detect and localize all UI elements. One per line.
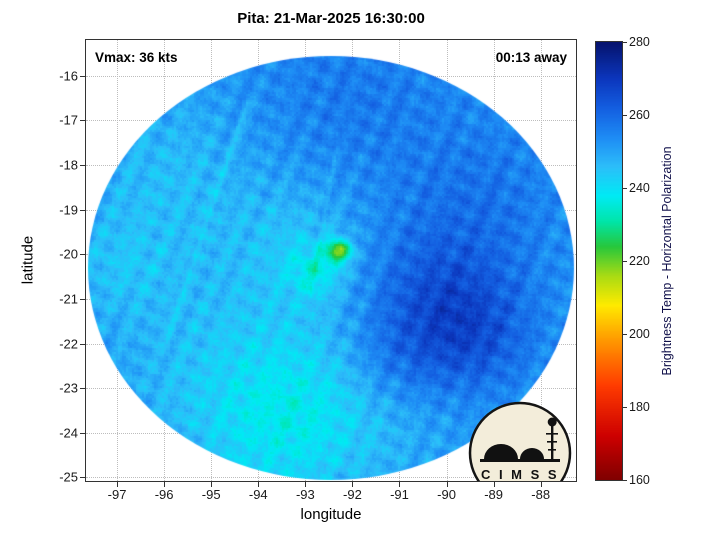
cimss-logo: C I M S S (468, 401, 572, 482)
radome-dome-icon (484, 444, 518, 459)
y-tick-label: -25 (59, 469, 78, 485)
colorbar-tick-mark (623, 188, 627, 189)
y-tick-mark (80, 388, 85, 390)
colorbar-tick-mark (623, 407, 627, 408)
colorbar-tick-label: 180 (629, 400, 650, 414)
y-tick-label: -19 (59, 202, 78, 218)
colorbar-tick-label: 160 (629, 473, 650, 487)
plot-title: Pita: 21-Mar-2025 16:30:00 (237, 10, 425, 27)
x-tick-mark (164, 482, 166, 487)
y-tick-label: -17 (59, 112, 78, 128)
tower-crossarm (547, 441, 557, 443)
y-tick-label: -20 (59, 246, 78, 262)
cimss-logo-graphic: C I M S S (468, 401, 572, 482)
x-tick-label: -90 (437, 487, 456, 502)
x-tick-mark (117, 482, 119, 487)
x-tick-mark (352, 482, 354, 487)
y-tick-mark (80, 477, 85, 479)
colorbar-tick-mark (623, 115, 627, 116)
y-tick-mark (80, 298, 85, 300)
x-tick-label: -93 (295, 487, 315, 502)
y-tick-mark (80, 164, 85, 166)
colorbar-tick-mark (623, 261, 627, 262)
x-tick-label: -89 (484, 487, 504, 502)
x-tick-label: -96 (154, 487, 174, 502)
y-tick-label: -23 (59, 380, 78, 396)
colorbar-tick-label: 240 (629, 181, 650, 195)
y-tick-label: -16 (59, 68, 78, 84)
x-tick-label: -95 (201, 487, 221, 502)
y-tick-mark (80, 75, 85, 77)
tower-dish-icon (547, 417, 557, 427)
x-tick-label: -91 (390, 487, 409, 502)
y-tick-mark (80, 120, 85, 122)
x-tick-label: -92 (343, 487, 362, 502)
colorbar-label: Brightness Temp - Horizontal Polarizatio… (660, 146, 674, 376)
plot-area: Vmax: 36 kts 00:13 away C I M S S (85, 39, 577, 482)
y-tick-mark (80, 432, 85, 434)
y-tick-label: -18 (59, 157, 78, 173)
satellite-swath-canvas (86, 40, 576, 481)
tower-crossarm (546, 433, 558, 435)
colorbar-tick-mark (623, 480, 627, 481)
colorbar-tick-mark (623, 334, 627, 335)
x-tick-label: -88 (531, 487, 551, 502)
colorbar (595, 41, 623, 481)
x-tick-mark (305, 482, 307, 487)
y-tick-mark (80, 343, 85, 345)
x-tick-mark (540, 482, 542, 487)
x-tick-label: -97 (107, 487, 127, 502)
colorbar-tick-mark (623, 42, 627, 43)
x-axis-label: longitude (300, 506, 362, 523)
tower-crossarm (548, 449, 556, 451)
y-tick-mark (80, 209, 85, 211)
x-tick-mark (399, 482, 401, 487)
y-tick-label: -24 (59, 425, 78, 441)
x-tick-mark (211, 482, 213, 487)
x-tick-mark (258, 482, 260, 487)
logo-ground (480, 459, 560, 462)
x-tick-mark (446, 482, 448, 487)
time-away-annotation: 00:13 away (495, 50, 567, 65)
x-tick-label: -94 (248, 487, 268, 502)
colorbar-tick-label: 280 (629, 35, 650, 49)
y-tick-mark (80, 254, 85, 256)
colorbar-tick-label: 220 (629, 254, 650, 268)
colorbar-tick-label: 200 (629, 327, 650, 341)
y-tick-label: -21 (59, 291, 78, 307)
y-tick-label: -22 (59, 336, 78, 352)
radome-dome-small-icon (520, 448, 544, 459)
colorbar-canvas (596, 42, 622, 480)
x-tick-mark (493, 482, 495, 487)
colorbar-tick-label: 260 (629, 108, 650, 122)
cimss-logo-text: C I M S S (481, 467, 559, 482)
y-axis-label: latitude (19, 235, 37, 285)
vmax-annotation: Vmax: 36 kts (95, 50, 178, 65)
